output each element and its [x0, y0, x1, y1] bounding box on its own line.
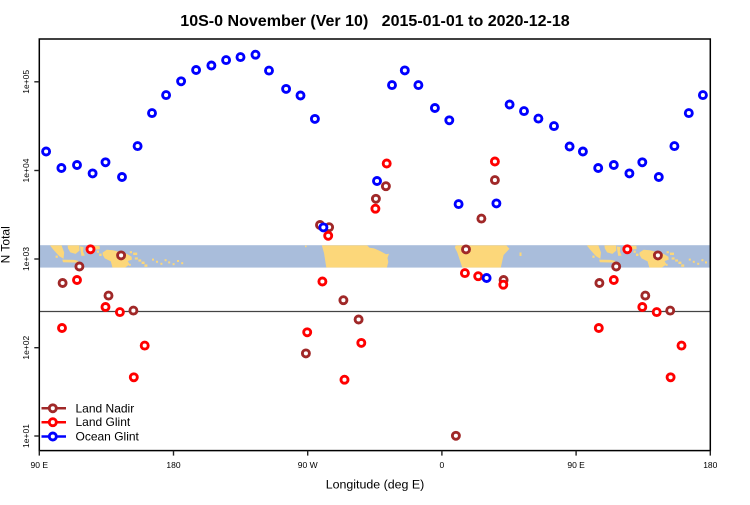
- svg-text:1e+03: 1e+03: [21, 247, 31, 271]
- svg-text:0: 0: [440, 460, 445, 470]
- svg-text:N Total: N Total: [0, 226, 13, 263]
- svg-text:90 W: 90 W: [298, 460, 318, 470]
- svg-text:1e+01: 1e+01: [21, 424, 31, 448]
- svg-text:180: 180: [703, 460, 717, 470]
- svg-text:Ocean Glint: Ocean Glint: [76, 430, 140, 444]
- svg-text:1e+02: 1e+02: [21, 335, 31, 359]
- svg-text:90 E: 90 E: [31, 460, 49, 470]
- svg-text:1e+05: 1e+05: [21, 70, 31, 94]
- svg-text:Land Glint: Land Glint: [76, 415, 131, 429]
- svg-text:10S-0 November (Ver 10) 2015: 10S-0 November (Ver 10) 2015-01-01 to 20…: [180, 12, 570, 30]
- svg-text:1e+04: 1e+04: [21, 158, 31, 182]
- svg-text:180: 180: [166, 460, 180, 470]
- svg-text:Longitude (deg E): Longitude (deg E): [326, 477, 425, 491]
- svg-text:90 E: 90 E: [567, 460, 585, 470]
- svg-text:Land Nadir: Land Nadir: [76, 401, 135, 415]
